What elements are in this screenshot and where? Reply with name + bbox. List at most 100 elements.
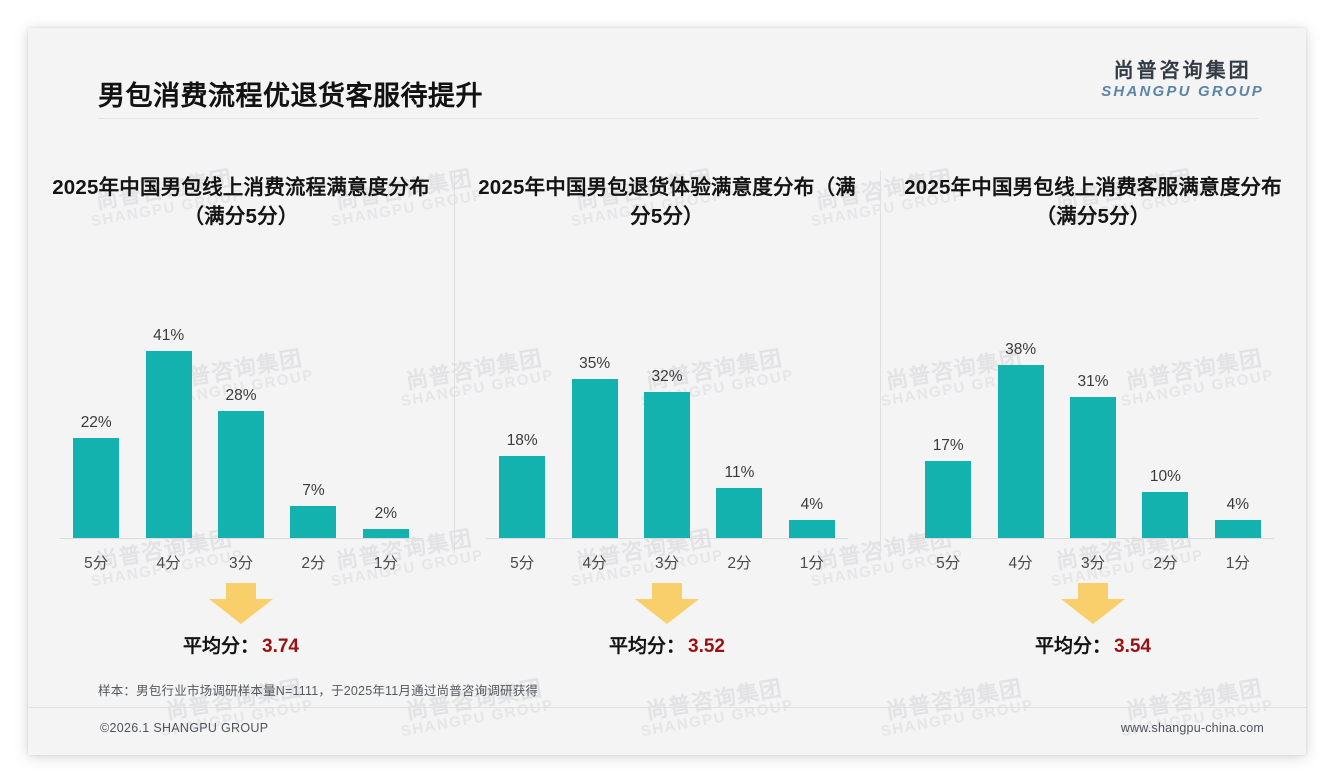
x-axis-tick: 5分 xyxy=(84,555,109,573)
bar-value-label: 7% xyxy=(302,482,325,500)
header-divider xyxy=(98,118,1258,119)
bar-value-label: 35% xyxy=(579,355,611,373)
bar-rect[interactable] xyxy=(788,520,835,539)
chart-plot-area: 17% 38% 31% 10% 4% 5分 4分 3分 2分 1分 xyxy=(912,309,1274,572)
average-score-block: 平均分： 3.52 xyxy=(454,583,880,658)
average-score-label: 平均分： xyxy=(1035,636,1112,657)
chart-title: 2025年中国男包退货体验满意度分布（满分5分） xyxy=(478,176,856,229)
bar-group: 17% 38% 31% 10% 4% xyxy=(912,309,1274,539)
bar-value-label: 10% xyxy=(1149,468,1181,486)
x-axis-tick: 5分 xyxy=(936,555,961,573)
chart-baseline xyxy=(486,538,848,540)
bar-rect[interactable] xyxy=(1070,397,1117,539)
bar-item[interactable]: 4% xyxy=(776,309,848,539)
bar-item[interactable]: 2% xyxy=(350,309,422,539)
bar-item[interactable]: 10% xyxy=(1129,309,1201,539)
bar-rect[interactable] xyxy=(716,488,763,539)
chart-panel-3: 2025年中国男包线上消费客服满意度分布（满分5分） 17% 38% 31% 10% 4%… xyxy=(880,153,1306,673)
bar-item[interactable]: 32% xyxy=(631,309,703,539)
bar-item[interactable]: 11% xyxy=(703,309,775,539)
copyright-text: ©2026.1 SHANGPU GROUP xyxy=(100,721,269,735)
bar-rect[interactable] xyxy=(1142,492,1189,539)
bar-rect[interactable] xyxy=(218,411,265,539)
bar-item[interactable]: 18% xyxy=(486,309,558,539)
chart-plot-area: 18% 35% 32% 11% 4% 5分 4分 3分 2分 1分 xyxy=(486,309,848,572)
bar-value-label: 17% xyxy=(932,437,964,455)
panel-divider xyxy=(880,171,881,553)
chart-plot-area: 22% 41% 28% 7% 2% 5分 4分 3分 2分 1分 xyxy=(60,309,422,572)
chart-baseline xyxy=(60,538,422,540)
x-axis-tick: 3分 xyxy=(654,555,680,573)
average-score-block: 平均分： 3.54 xyxy=(880,583,1306,658)
bar-item[interactable]: 7% xyxy=(277,309,349,539)
x-axis-tick: 3分 xyxy=(1080,555,1106,573)
bar-value-label: 28% xyxy=(225,387,257,405)
average-score-line: 平均分： 3.74 xyxy=(183,631,299,658)
x-axis-tick: 1分 xyxy=(373,555,398,573)
average-score-block: 平均分： 3.74 xyxy=(28,583,454,658)
bar-rect[interactable] xyxy=(997,365,1044,539)
bar-value-label: 41% xyxy=(153,327,185,345)
bar-group: 22% 41% 28% 7% 2% xyxy=(60,309,422,539)
slide-footer: ©2026.1 SHANGPU GROUP www.shangpu-china.… xyxy=(28,707,1306,755)
bar-item[interactable]: 35% xyxy=(558,309,630,539)
x-axis-labels: 5分 4分 3分 2分 1分 xyxy=(912,539,1274,573)
down-arrow-icon xyxy=(1060,583,1126,625)
down-arrow-icon xyxy=(634,583,700,625)
x-axis-tick: 2分 xyxy=(727,555,752,573)
x-axis-labels: 5分 4分 3分 2分 1分 xyxy=(486,539,848,573)
bar-value-label: 31% xyxy=(1077,373,1109,391)
x-axis-tick: 4分 xyxy=(582,555,607,573)
footer-divider xyxy=(28,707,1306,708)
bar-rect[interactable] xyxy=(571,379,618,539)
average-score-label: 平均分： xyxy=(183,636,260,657)
page-title: 男包消费流程优退货客服待提升 xyxy=(98,81,483,111)
chart-title: 2025年中国男包线上消费客服满意度分布（满分5分） xyxy=(904,176,1282,229)
average-score-value: 3.74 xyxy=(262,636,299,657)
bar-rect[interactable] xyxy=(644,392,691,539)
bar-rect[interactable] xyxy=(145,351,192,539)
average-score-value: 3.52 xyxy=(688,636,725,657)
bar-rect[interactable] xyxy=(290,506,337,539)
x-axis-tick: 2分 xyxy=(301,555,326,573)
x-axis-tick: 1分 xyxy=(799,555,824,573)
x-axis-tick: 5分 xyxy=(510,555,535,573)
logo-text-en: SHANGPU GROUP xyxy=(1101,83,1264,100)
bar-item[interactable]: 38% xyxy=(984,309,1056,539)
bar-rect[interactable] xyxy=(362,529,409,539)
bar-rect[interactable] xyxy=(499,456,546,539)
bar-item[interactable]: 4% xyxy=(1202,309,1274,539)
bar-value-label: 2% xyxy=(374,505,398,523)
slide-header: 男包消费流程优退货客服待提升 尚普咨询集团 SHANGPU GROUP xyxy=(28,28,1306,118)
panel-divider xyxy=(454,171,455,553)
chart-baseline xyxy=(912,538,1274,540)
charts-container: 2025年中国男包线上消费流程满意度分布（满分5分） 22% 41% 28% 7% 2% 5… xyxy=(28,153,1306,673)
down-arrow-icon xyxy=(208,583,274,625)
bar-item[interactable]: 28% xyxy=(205,309,277,539)
bar-value-label: 38% xyxy=(1005,341,1037,359)
chart-title: 2025年中国男包线上消费流程满意度分布（满分5分） xyxy=(52,176,430,229)
x-axis-tick: 2分 xyxy=(1153,555,1178,573)
average-score-label: 平均分： xyxy=(609,636,686,657)
bar-value-label: 32% xyxy=(651,368,683,386)
bar-rect[interactable] xyxy=(925,461,972,539)
bar-item[interactable]: 31% xyxy=(1057,309,1129,539)
slide-canvas: 尚普咨询集团 SHANGPU GROUP 尚普咨询集团 SHANGPU GROUP 尚普… xyxy=(28,28,1306,755)
chart-panel-2: 2025年中国男包退货体验满意度分布（满分5分） 18% 35% 32% 11% 4% 5分… xyxy=(454,153,880,673)
chart-panel-1: 2025年中国男包线上消费流程满意度分布（满分5分） 22% 41% 28% 7% 2% 5… xyxy=(28,153,454,673)
bar-rect[interactable] xyxy=(1214,520,1261,539)
bar-item[interactable]: 22% xyxy=(60,309,132,539)
sample-note: 样本：男包行业市场调研样本量N=1111，于2025年11月通过尚普咨询调研获得 xyxy=(98,684,539,698)
logo-text-cn: 尚普咨询集团 xyxy=(1113,60,1252,82)
bar-value-label: 4% xyxy=(1226,496,1250,514)
bar-item[interactable]: 41% xyxy=(132,309,204,539)
company-logo: 尚普咨询集团 SHANGPU GROUP xyxy=(1101,61,1264,100)
x-axis-tick: 4分 xyxy=(1008,555,1033,573)
average-score-line: 平均分： 3.52 xyxy=(609,631,725,658)
x-axis-tick: 3分 xyxy=(228,555,254,573)
bar-item[interactable]: 17% xyxy=(912,309,984,539)
bar-rect[interactable] xyxy=(73,438,120,539)
website-link[interactable]: www.shangpu-china.com xyxy=(1120,721,1264,735)
bar-value-label: 22% xyxy=(80,414,112,432)
x-axis-tick: 4分 xyxy=(156,555,181,573)
